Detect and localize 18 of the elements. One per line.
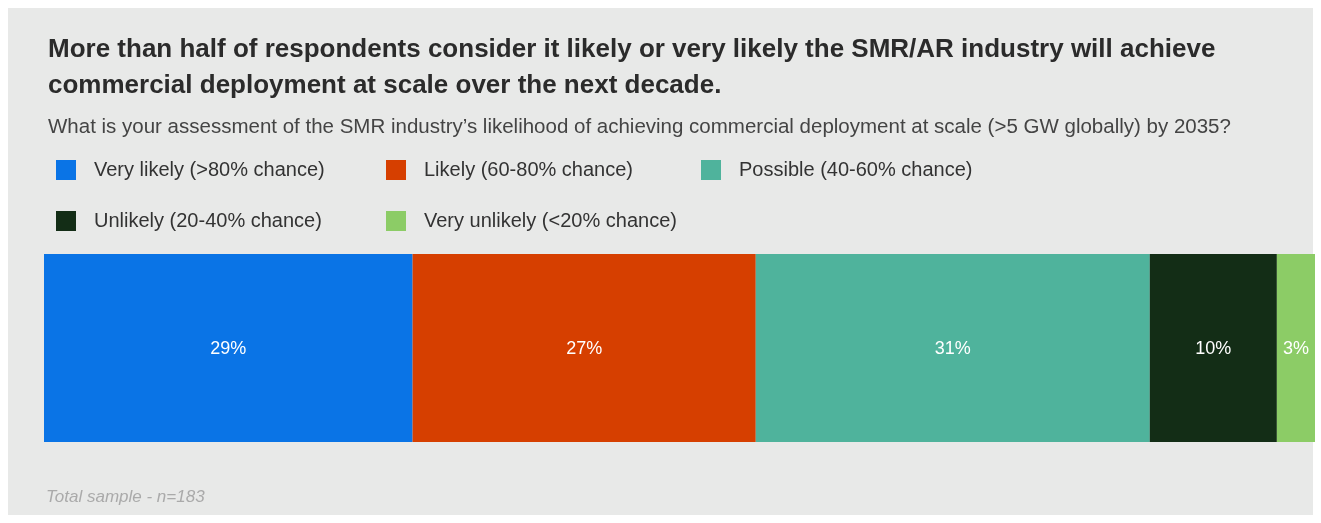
bar <box>755 254 1150 442</box>
legend-label: Unlikely (20-40% chance) <box>94 209 322 232</box>
bar <box>1276 254 1315 442</box>
chart-subtitle: What is your assessment of the SMR industry’s likelihood of achieving commercial deployment at scale (>5 GW globally) by 2035? <box>47 113 1232 139</box>
bar <box>1149 254 1277 442</box>
data-label: 29% <box>210 338 247 358</box>
data-label: 10% <box>1195 338 1232 358</box>
data-label: 27% <box>566 338 603 358</box>
bar <box>412 254 756 442</box>
data-label: 31% <box>934 338 971 358</box>
legend-label: Possible (40-60% chance) <box>739 158 973 181</box>
text: Total sample - n=183 <box>46 487 205 507</box>
data-label: 3% <box>1282 338 1309 358</box>
legend-label: Very likely (>80% chance) <box>94 158 325 181</box>
chart-title: More than half of respondents consider it likely or very likely the SMR/AR industry will achieve commercial deployment at scale over the next decade. <box>47 32 1217 101</box>
bar <box>44 254 413 442</box>
legend-label: Very unlikely (<20% chance) <box>424 209 677 232</box>
legend-label: Likely (60-80% chance) <box>424 158 633 181</box>
